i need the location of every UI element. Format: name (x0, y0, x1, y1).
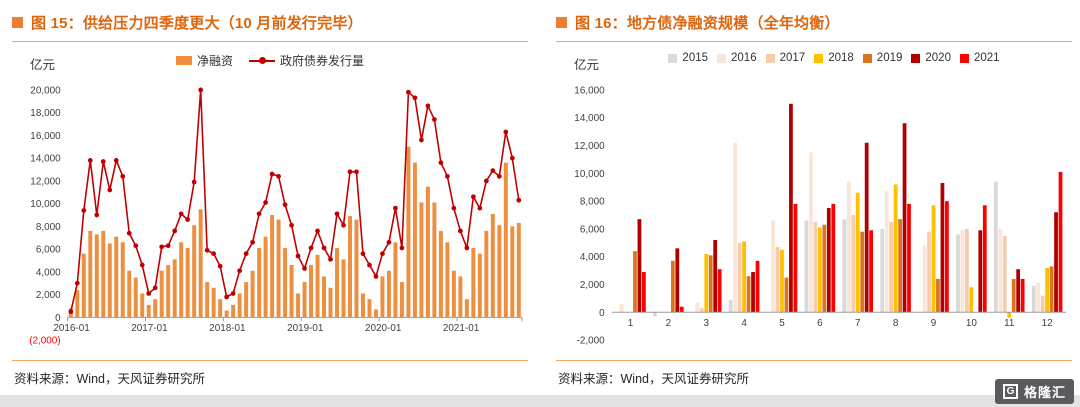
gelonghui-logo: G 格隆汇 (994, 379, 1074, 404)
figure-16-source: 资料来源：Wind，天风证券研究所 (556, 360, 1072, 393)
svg-text:8: 8 (893, 318, 899, 329)
legend-label: 2017 (779, 52, 806, 64)
svg-text:4: 4 (741, 318, 747, 329)
svg-text:12,000: 12,000 (30, 176, 61, 187)
svg-text:7: 7 (855, 318, 861, 329)
legend-item-政府债券发行量: 政府债券发行量 (249, 52, 364, 69)
legend-item-2020: 2020 (911, 52, 951, 64)
svg-text:2018-01: 2018-01 (209, 323, 246, 334)
svg-text:2016-01: 2016-01 (53, 323, 90, 334)
svg-text:20,000: 20,000 (30, 85, 61, 96)
figure-15-legend: 净融资 政府债券发行量 (12, 48, 528, 69)
figure-16-title: 图 16：地方债净融资规模（全年均衡） (575, 15, 840, 32)
legend-item-2016: 2016 (717, 52, 757, 64)
orange-bullet-icon (556, 17, 567, 28)
svg-text:1: 1 (628, 318, 634, 329)
svg-text:6: 6 (817, 318, 823, 329)
svg-text:6,000: 6,000 (36, 245, 61, 256)
figure-16-panel: 图 16：地方债净融资规模（全年均衡） 亿元 2015 2016 2017 2018 2… (556, 8, 1072, 393)
color-swatch-icon (959, 53, 969, 63)
color-swatch-icon (668, 53, 678, 63)
svg-text:2: 2 (666, 318, 672, 329)
figure-15-source: 资料来源：Wind，天风证券研究所 (12, 360, 528, 393)
legend-item-2019: 2019 (862, 52, 903, 64)
figure-15-chart: (2,000) 0 2,000 4,000 6,000 8,000 10,000 12,000… (29, 85, 523, 347)
svg-text:9: 9 (931, 318, 937, 329)
svg-text:10,000: 10,000 (30, 199, 61, 210)
svg-text:2020-01: 2020-01 (365, 323, 402, 334)
color-swatch-icon (814, 53, 824, 63)
svg-text:2019-01: 2019-01 (287, 323, 324, 334)
legend-item-净融资: 净融资 (175, 52, 233, 69)
svg-text:16,000: 16,000 (574, 85, 605, 96)
svg-text:16,000: 16,000 (30, 131, 61, 142)
color-swatch-icon (911, 53, 921, 63)
color-swatch-icon (765, 53, 775, 63)
svg-text:18,000: 18,000 (30, 108, 61, 119)
legend-label: 2020 (925, 52, 951, 64)
legend-label: 2019 (876, 52, 903, 64)
figure-panels: 图 15：供给压力四季度更大（10 月前发行完毕） 亿元 净融资 政府债券发行量 … (12, 8, 1072, 393)
svg-text:3: 3 (703, 318, 709, 329)
gelonghui-brand-text: 格隆汇 (1023, 385, 1066, 400)
line-marker-swatch-icon (249, 56, 275, 65)
legend-label: 2021 (973, 52, 1000, 64)
svg-text:12,000: 12,000 (574, 141, 605, 152)
figure-16-chart: -2,000 0 2,000 4,000 6,000 8,000 10,000 12,000 1… (574, 85, 1067, 347)
gelonghui-g-icon: G (1002, 384, 1018, 399)
figure-16-unit-label: 亿元 (574, 58, 600, 72)
svg-text:0: 0 (55, 313, 61, 324)
color-swatch-icon (862, 53, 872, 63)
svg-text:12: 12 (1042, 318, 1054, 329)
svg-text:2,000: 2,000 (580, 280, 605, 291)
figure-15-header: 图 15：供给压力四季度更大（10 月前发行完毕） (12, 8, 528, 42)
color-swatch-icon (175, 56, 192, 65)
svg-text:14,000: 14,000 (30, 154, 61, 165)
figure-15-panel: 图 15：供给压力四季度更大（10 月前发行完毕） 亿元 净融资 政府债券发行量 … (12, 8, 528, 393)
legend-label: 2016 (731, 52, 757, 64)
legend-item-2017: 2017 (765, 52, 806, 64)
figure-16-header: 图 16：地方债净融资规模（全年均衡） (556, 8, 1072, 42)
color-swatch-icon (717, 53, 727, 63)
svg-text:8,000: 8,000 (36, 222, 61, 233)
svg-text:2017-01: 2017-01 (131, 323, 168, 334)
bottom-gray-strip (0, 395, 1080, 407)
svg-text:10,000: 10,000 (574, 169, 605, 180)
svg-text:2021-01: 2021-01 (443, 323, 480, 334)
svg-text:-2,000: -2,000 (577, 336, 606, 347)
figure-15-unit-label: 亿元 (30, 58, 56, 72)
svg-text:4,000: 4,000 (36, 267, 61, 278)
svg-text:5: 5 (779, 318, 785, 329)
svg-text:6,000: 6,000 (580, 224, 605, 235)
figure-15-title: 图 15：供给压力四季度更大（10 月前发行完毕） (31, 15, 363, 32)
svg-text:11: 11 (1004, 318, 1015, 329)
figure-15-chart-head: 亿元 净融资 政府债券发行量 (12, 48, 528, 74)
svg-text:2,000: 2,000 (36, 290, 61, 301)
svg-text:4,000: 4,000 (580, 252, 605, 263)
svg-text:0: 0 (599, 308, 605, 319)
legend-label: 2015 (682, 52, 709, 64)
legend-item-2018: 2018 (814, 52, 854, 64)
svg-text:(2,000): (2,000) (29, 336, 60, 347)
legend-item-2015: 2015 (668, 52, 708, 64)
legend-item-2021: 2021 (959, 52, 1000, 64)
orange-bullet-icon (12, 17, 23, 28)
legend-label: 2018 (828, 52, 854, 64)
legend-label: 政府债券发行量 (280, 54, 365, 68)
svg-text:8,000: 8,000 (580, 197, 605, 208)
svg-text:10: 10 (966, 318, 978, 329)
figure-16-legend: 2015 2016 2017 2018 2019 2020 2021 (556, 48, 1072, 64)
svg-text:14,000: 14,000 (574, 113, 605, 124)
legend-label: 净融资 (196, 54, 233, 68)
figure-16-chart-head: 亿元 2015 2016 2017 2018 2019 2020 2021 (556, 48, 1072, 74)
